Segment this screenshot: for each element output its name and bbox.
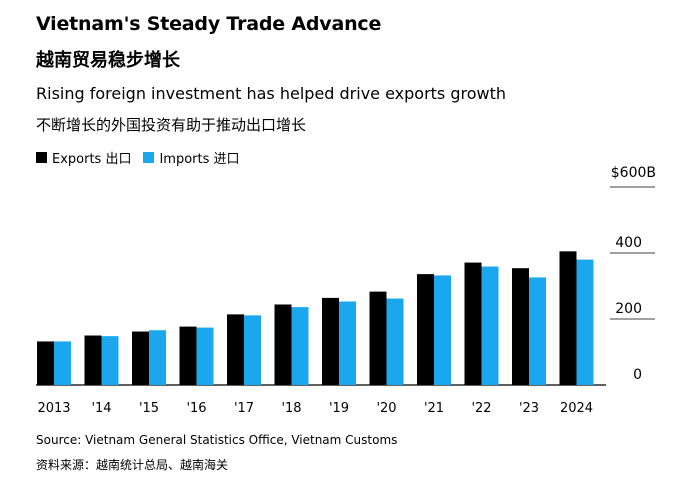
import-bar-4 (244, 315, 261, 385)
x-tick-label: '17 (234, 401, 254, 416)
import-bar-0 (54, 341, 71, 385)
import-bar-5 (291, 307, 309, 385)
chart-title: Vietnam's Steady Trade Advance (36, 13, 382, 35)
legend-item-imports: Imports 进口 (143, 148, 240, 167)
export-bar-6 (322, 297, 339, 385)
y-tick-label: $600B (611, 165, 656, 181)
y-tick-label: 0 (633, 367, 642, 383)
legend: Exports 出口 Imports 进口 (36, 148, 252, 167)
x-tick-label: '16 (186, 401, 206, 416)
x-tick-label: '23 (519, 401, 539, 416)
export-bar-4 (227, 314, 244, 385)
export-bar-3 (179, 326, 197, 385)
import-bar-3 (196, 327, 214, 385)
export-bar-10 (512, 268, 529, 385)
x-tick-label: 2013 (37, 401, 70, 416)
source-note-chinese: 资料来源：越南统计总局、越南海关 (36, 458, 229, 472)
x-tick-label: '22 (471, 401, 491, 416)
chart-subtitle: Rising foreign investment has helped dri… (36, 84, 507, 103)
x-tick-label: '20 (376, 401, 396, 416)
x-tick-label: '15 (139, 401, 159, 416)
export-bar-9 (464, 262, 482, 385)
x-tick-label: '19 (329, 401, 349, 416)
import-bar-1 (101, 336, 119, 385)
y-tick-label: 400 (615, 235, 642, 251)
legend-label-imports: Imports 进口 (159, 152, 240, 167)
export-bar-0 (37, 341, 54, 385)
import-bar-11 (576, 259, 594, 385)
import-bar-2 (149, 330, 166, 385)
chart-subtitle-chinese: 不断增长的外国投资有助于推动出口增长 (36, 116, 307, 134)
source-note: Source: Vietnam General Statistics Offic… (36, 433, 398, 447)
x-tick-label: '21 (424, 401, 444, 416)
export-bar-11 (559, 251, 577, 385)
export-bar-2 (132, 331, 149, 385)
chart-title-chinese: 越南贸易稳步增长 (36, 50, 180, 71)
import-bar-6 (339, 301, 356, 385)
x-tick-label: '14 (91, 401, 111, 416)
export-bar-5 (274, 304, 292, 385)
legend-swatch-imports (143, 152, 155, 163)
legend-swatch-exports (36, 152, 47, 163)
y-tick-label: 200 (615, 301, 642, 317)
x-tick-label: '18 (281, 401, 301, 416)
legend-item-exports: Exports 出口 (36, 148, 131, 167)
legend-label-exports: Exports 出口 (52, 152, 132, 167)
export-bar-1 (84, 335, 102, 385)
import-bar-10 (529, 277, 546, 385)
x-tick-label: 2024 (560, 401, 593, 416)
import-bar-7 (386, 298, 404, 385)
import-bar-8 (434, 275, 451, 385)
import-bar-9 (481, 266, 499, 385)
export-bar-7 (369, 291, 387, 385)
export-bar-8 (417, 274, 434, 385)
